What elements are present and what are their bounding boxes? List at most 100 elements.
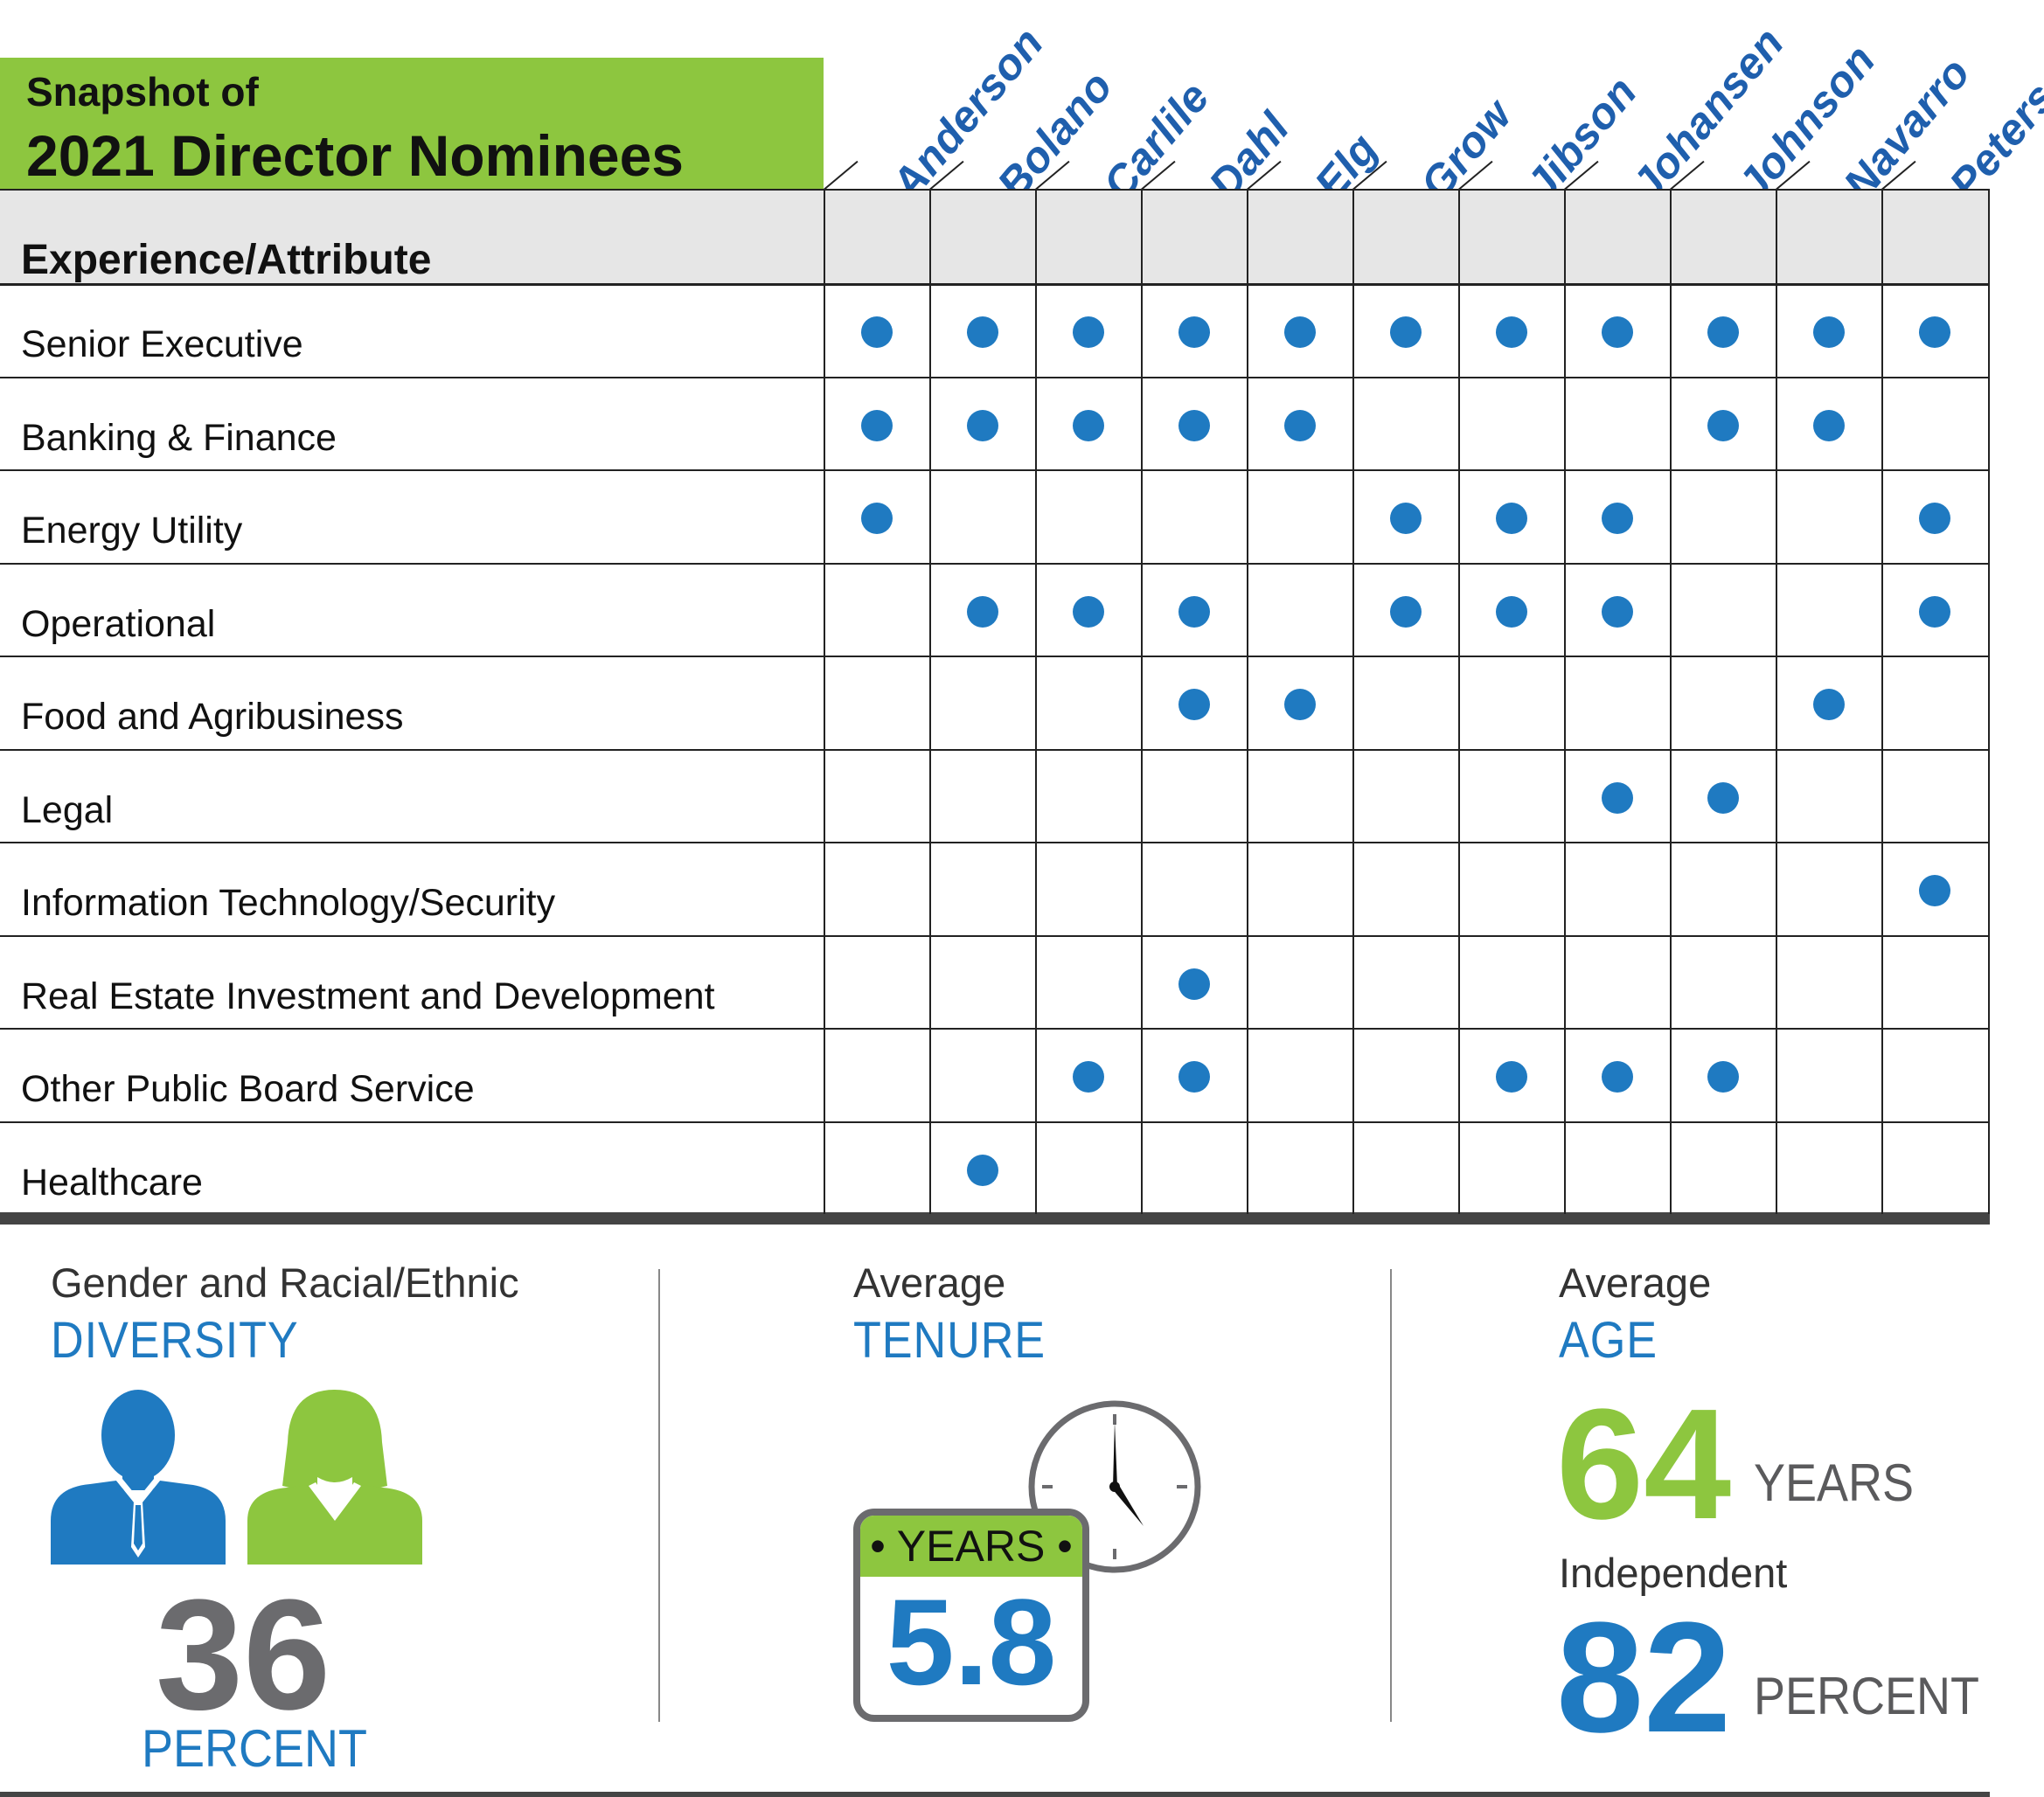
column-divider [1670, 189, 1672, 1214]
attribute-dot [1178, 409, 1210, 441]
tenure-value: 5.8 [886, 1573, 1057, 1710]
row-divider [0, 656, 1990, 657]
column-divider [1564, 189, 1566, 1214]
table-top-line [0, 189, 1990, 191]
column-divider [1988, 189, 1990, 1214]
attribute-dot [1707, 316, 1739, 348]
column-divider [1458, 189, 1460, 1214]
attribute-dot [1389, 503, 1422, 534]
tenure-heading: TENURE [853, 1312, 1046, 1369]
stats-divider-1 [658, 1269, 660, 1722]
diversity-value: 36 [156, 1567, 331, 1743]
attribute-dot [1389, 595, 1422, 628]
attribute-dot [1707, 1061, 1739, 1093]
tenure-unit: • YEARS • [870, 1522, 1073, 1571]
column-divider [1881, 189, 1883, 1214]
row-divider [0, 842, 1990, 843]
attribute-dot [1283, 316, 1316, 348]
attribute-dot [1178, 595, 1210, 628]
header-bottom-line [0, 283, 1990, 286]
attribute-label: Information Technology/Security [21, 882, 556, 924]
diversity-label: Gender and Racial/Ethnic [51, 1259, 519, 1306]
calendar-header [860, 1516, 1082, 1577]
attribute-dot [966, 595, 998, 628]
attribute-dot [1919, 875, 1950, 906]
attribute-dot [1601, 503, 1633, 534]
attribute-dot [860, 316, 893, 348]
attribute-dot [1601, 316, 1633, 348]
attribute-dot [1601, 595, 1633, 628]
attribute-dot [1919, 503, 1950, 534]
man-icon [51, 1390, 226, 1565]
table-header-bar [0, 189, 1990, 283]
column-divider [1141, 189, 1143, 1214]
attribute-dot [1495, 503, 1527, 534]
attribute-dot [1072, 409, 1104, 441]
attribute-dot [1178, 316, 1210, 348]
independent-label: Independent [1559, 1550, 1788, 1596]
attribute-label: Energy Utility [21, 510, 243, 552]
row-divider [0, 376, 1990, 378]
diversity-heading: DIVERSITY [51, 1312, 299, 1369]
attribute-dot [1919, 595, 1950, 628]
attribute-dot [1283, 689, 1316, 720]
attribute-dot [1919, 316, 1950, 348]
table-bottom-rule [0, 1212, 1990, 1225]
column-divider [1247, 189, 1248, 1214]
age-label: Average [1559, 1259, 1712, 1306]
attribute-label: Legal [21, 788, 114, 831]
attribute-label: Healthcare [21, 1161, 203, 1204]
attribute-dot [1601, 781, 1633, 814]
title-banner [0, 58, 824, 189]
attribute-dot [1601, 1061, 1633, 1093]
row-divider [0, 1121, 1990, 1123]
attribute-dot [1812, 409, 1845, 441]
attribute-dot [1812, 316, 1845, 348]
attribute-dot [966, 409, 998, 441]
column-divider [824, 189, 825, 1214]
attribute-dot [860, 503, 893, 534]
director-name: Jibson [1516, 66, 1647, 209]
row-divider [0, 562, 1990, 565]
people-icon [51, 1390, 422, 1565]
attribute-dot [860, 409, 893, 441]
director-tick [824, 160, 859, 191]
attribute-label: Senior Executive [21, 323, 303, 365]
age-unit: YEARS [1754, 1454, 1915, 1512]
tenure-calendar: • YEARS • 5.8 [853, 1509, 1089, 1722]
attribute-dot [966, 316, 998, 348]
attribute-dot [1283, 409, 1316, 441]
attribute-dot [1389, 316, 1422, 348]
attribute-dot [1707, 409, 1739, 441]
attribute-dot [1178, 689, 1210, 720]
independent-value: 82 [1556, 1590, 1732, 1766]
attribute-dot [1812, 689, 1845, 720]
attribute-label: Real Estate Investment and Development [21, 975, 715, 1017]
woman-icon [247, 1390, 422, 1565]
column-divider [1352, 189, 1354, 1214]
page-title: 2021 Director Nominees [26, 123, 685, 188]
attribute-dot [1072, 1061, 1104, 1093]
age-heading: AGE [1559, 1312, 1658, 1369]
attribute-label: Other Public Board Service [21, 1068, 475, 1110]
column-divider [1035, 189, 1037, 1214]
attribute-dot [1072, 316, 1104, 348]
row-divider [0, 748, 1990, 751]
attribute-dot [1495, 316, 1527, 348]
column-divider [929, 189, 931, 1214]
diversity-unit: PERCENT [142, 1719, 368, 1778]
attribute-label: Operational [21, 602, 216, 645]
attribute-dot [1495, 1061, 1527, 1093]
attribute-dot [966, 1154, 998, 1186]
footer-rule [0, 1792, 1990, 1797]
attribute-dot [1072, 595, 1104, 628]
attribute-dot [1178, 1061, 1210, 1093]
column-divider [1776, 189, 1777, 1214]
attribute-dot [1707, 781, 1739, 814]
row-divider [0, 469, 1990, 471]
title-subtitle: Snapshot of [26, 69, 259, 114]
table-header-label: Experience/Attribute [21, 237, 432, 283]
row-divider [0, 934, 1990, 937]
independent-unit: PERCENT [1754, 1667, 1980, 1725]
attribute-dot [1178, 968, 1210, 1000]
